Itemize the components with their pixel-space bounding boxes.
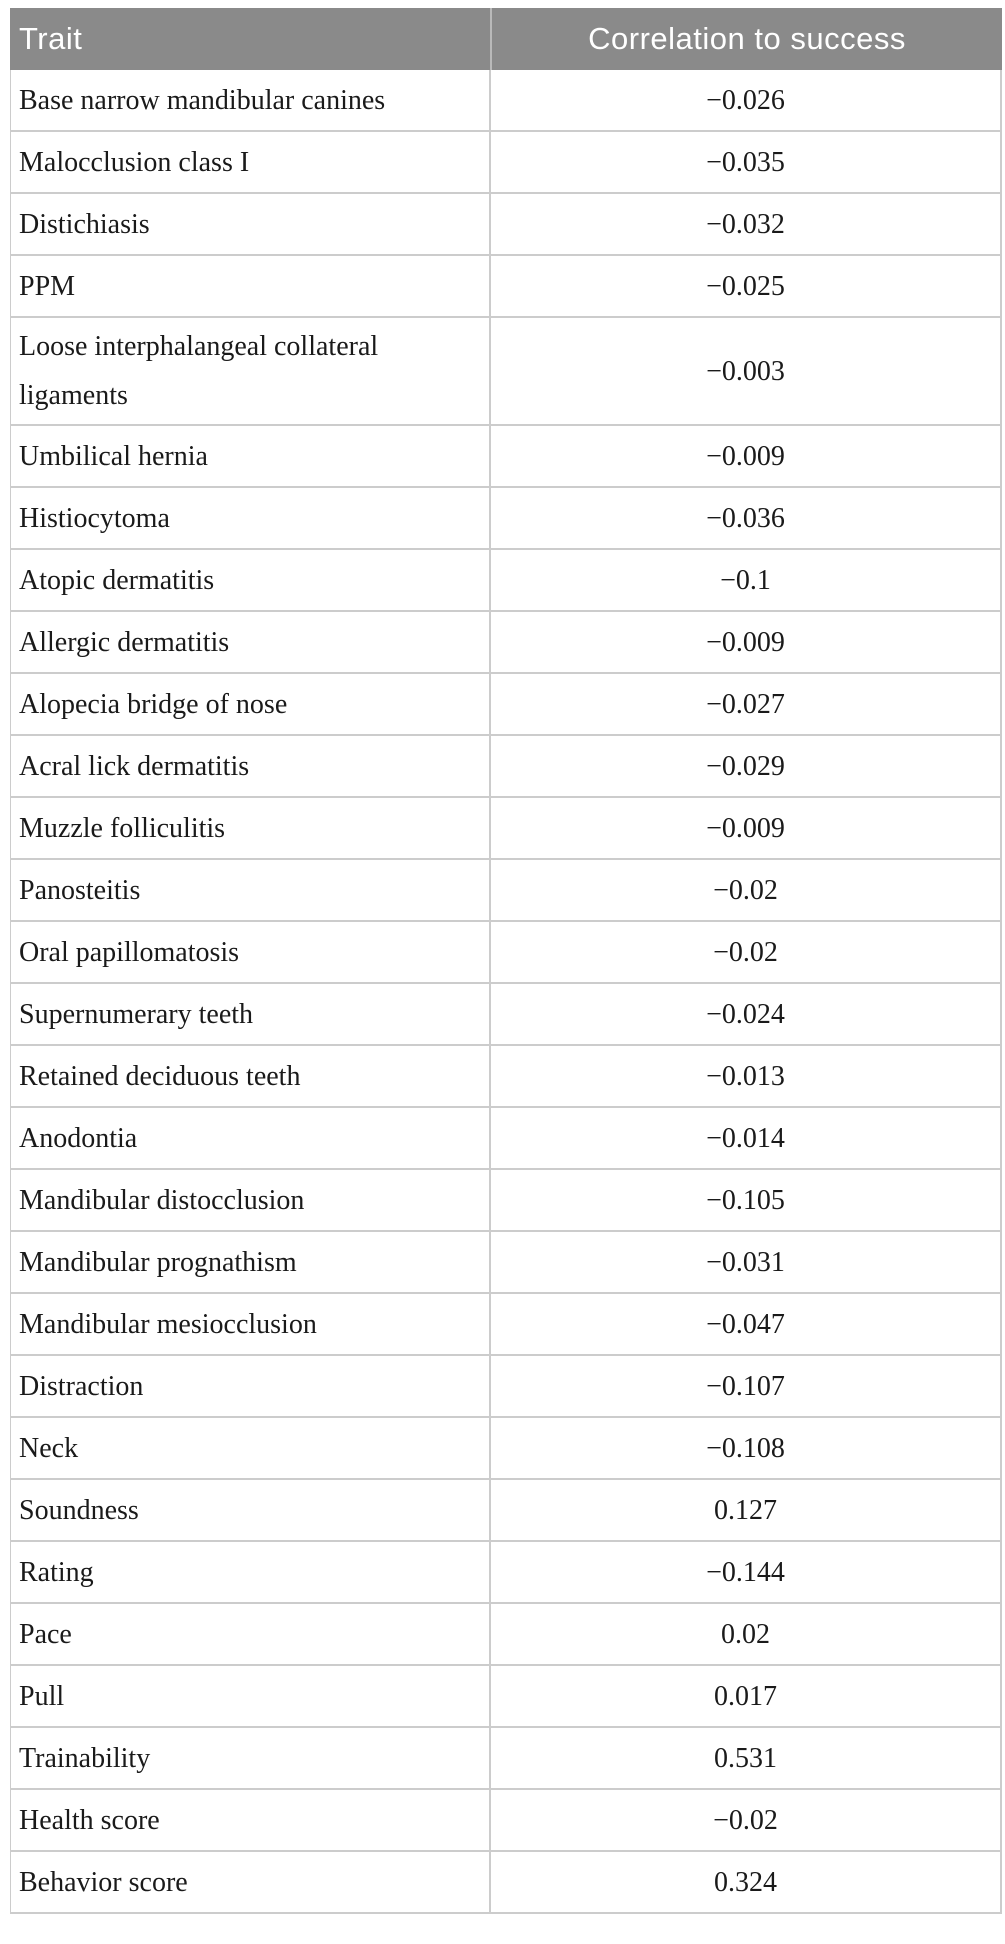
table-row: Pace 0.02	[11, 1604, 1000, 1666]
table-row: Neck −0.108	[11, 1418, 1000, 1480]
correlation-value-cell: −0.035	[706, 146, 785, 178]
correlation-value-cell: 0.531	[714, 1742, 777, 1774]
trait-cell: Atopic dermatitis	[11, 550, 491, 610]
correlation-value-cell: −0.02	[713, 1804, 778, 1836]
correlation-value-cell: −0.032	[706, 208, 785, 240]
correlation-value-cell: −0.108	[706, 1432, 785, 1464]
table-row: Oral papillomatosis −0.02	[11, 922, 1000, 984]
table-row: Pull 0.017	[11, 1666, 1000, 1728]
trait-cell: Pace	[11, 1604, 491, 1664]
table-row: Mandibular distocclusion −0.105	[11, 1170, 1000, 1232]
trait-cell: Rating	[11, 1542, 491, 1602]
column-header-correlation: Correlation to success	[588, 21, 906, 56]
table-row: Supernumerary teeth −0.024	[11, 984, 1000, 1046]
trait-cell: Mandibular distocclusion	[11, 1170, 491, 1230]
trait-cell: Acral lick dermatitis	[11, 736, 491, 796]
table-row: Distraction −0.107	[11, 1356, 1000, 1418]
correlation-value-cell: −0.003	[706, 355, 785, 387]
table-row: Mandibular prognathism −0.031	[11, 1232, 1000, 1294]
correlation-value-cell: −0.047	[706, 1308, 785, 1340]
table-row: Health score −0.02	[11, 1790, 1000, 1852]
correlation-value-cell: −0.02	[713, 874, 778, 906]
trait-cell: Panosteitis	[11, 860, 491, 920]
table-row: Acral lick dermatitis −0.029	[11, 736, 1000, 798]
trait-cell: Behavior score	[11, 1852, 491, 1912]
table-row: Allergic dermatitis −0.009	[11, 612, 1000, 674]
correlation-value-cell: −0.013	[706, 1060, 785, 1092]
correlation-value-cell: −0.107	[706, 1370, 785, 1402]
table-row: Alopecia bridge of nose −0.027	[11, 674, 1000, 736]
correlation-value-cell: −0.02	[713, 936, 778, 968]
table-header-row: Trait Correlation to success	[10, 8, 1002, 70]
correlation-value-cell: 0.324	[714, 1866, 777, 1898]
trait-cell: Mandibular mesiocclusion	[11, 1294, 491, 1354]
table-row: Panosteitis −0.02	[11, 860, 1000, 922]
table-row: Histiocytoma −0.036	[11, 488, 1000, 550]
correlation-value-cell: −0.009	[706, 440, 785, 472]
trait-cell: Pull	[11, 1666, 491, 1726]
correlation-value-cell: −0.1	[720, 564, 771, 596]
correlation-value-cell: −0.029	[706, 750, 785, 782]
correlation-value-cell: 0.02	[721, 1618, 770, 1650]
table-row: Base narrow mandibular canines −0.026	[11, 70, 1000, 132]
table-row: Distichiasis −0.032	[11, 194, 1000, 256]
correlation-value-cell: −0.024	[706, 998, 785, 1030]
trait-cell: Supernumerary teeth	[11, 984, 491, 1044]
correlation-value-cell: −0.027	[706, 688, 785, 720]
trait-cell: Allergic dermatitis	[11, 612, 491, 672]
table-body: Base narrow mandibular canines −0.026 Malo…	[10, 70, 1002, 1914]
trait-cell: Trainability	[11, 1728, 491, 1788]
correlation-value-cell: 0.017	[714, 1680, 777, 1712]
trait-cell: Mandibular prognathism	[11, 1232, 491, 1292]
table-row: Soundness 0.127	[11, 1480, 1000, 1542]
trait-cell: Alopecia bridge of nose	[11, 674, 491, 734]
correlation-value-cell: −0.031	[706, 1246, 785, 1278]
correlation-value-cell: −0.009	[706, 626, 785, 658]
table-row: Loose interphalangeal collateral ligamen…	[11, 318, 1000, 426]
table-row: PPM −0.025	[11, 256, 1000, 318]
trait-cell: Malocclusion class I	[11, 132, 491, 192]
table-row: Atopic dermatitis −0.1	[11, 550, 1000, 612]
trait-cell: Health score	[11, 1790, 491, 1850]
table-row: Behavior score 0.324	[11, 1852, 1000, 1914]
trait-cell: Base narrow mandibular canines	[11, 70, 491, 130]
table-row: Retained deciduous teeth −0.013	[11, 1046, 1000, 1108]
trait-cell: Distichiasis	[11, 194, 491, 254]
trait-cell: Soundness	[11, 1480, 491, 1540]
table-row: Anodontia −0.014	[11, 1108, 1000, 1170]
correlation-value-cell: −0.014	[706, 1122, 785, 1154]
trait-cell: PPM	[11, 256, 491, 316]
correlation-value-cell: −0.036	[706, 502, 785, 534]
trait-cell: Neck	[11, 1418, 491, 1478]
table-row: Trainability 0.531	[11, 1728, 1000, 1790]
correlation-table: Trait Correlation to success Base narrow…	[10, 8, 1002, 1914]
correlation-value-cell: −0.009	[706, 812, 785, 844]
correlation-value-cell: −0.026	[706, 84, 785, 116]
trait-cell: Loose interphalangeal collateral ligamen…	[11, 318, 491, 424]
table-row: Mandibular mesiocclusion −0.047	[11, 1294, 1000, 1356]
trait-cell: Muzzle folliculitis	[11, 798, 491, 858]
column-header-trait: Trait	[10, 8, 492, 70]
trait-cell: Oral papillomatosis	[11, 922, 491, 982]
trait-cell: Umbilical hernia	[11, 426, 491, 486]
trait-cell: Anodontia	[11, 1108, 491, 1168]
correlation-value-cell: −0.105	[706, 1184, 785, 1216]
table-row: Rating −0.144	[11, 1542, 1000, 1604]
table-row: Umbilical hernia −0.009	[11, 426, 1000, 488]
trait-cell: Retained deciduous teeth	[11, 1046, 491, 1106]
correlation-value-cell: 0.127	[714, 1494, 777, 1526]
trait-cell: Distraction	[11, 1356, 491, 1416]
trait-cell: Histiocytoma	[11, 488, 491, 548]
table-row: Muzzle folliculitis −0.009	[11, 798, 1000, 860]
correlation-value-cell: −0.025	[706, 270, 785, 302]
table-row: Malocclusion class I −0.035	[11, 132, 1000, 194]
correlation-value-cell: −0.144	[706, 1556, 785, 1588]
